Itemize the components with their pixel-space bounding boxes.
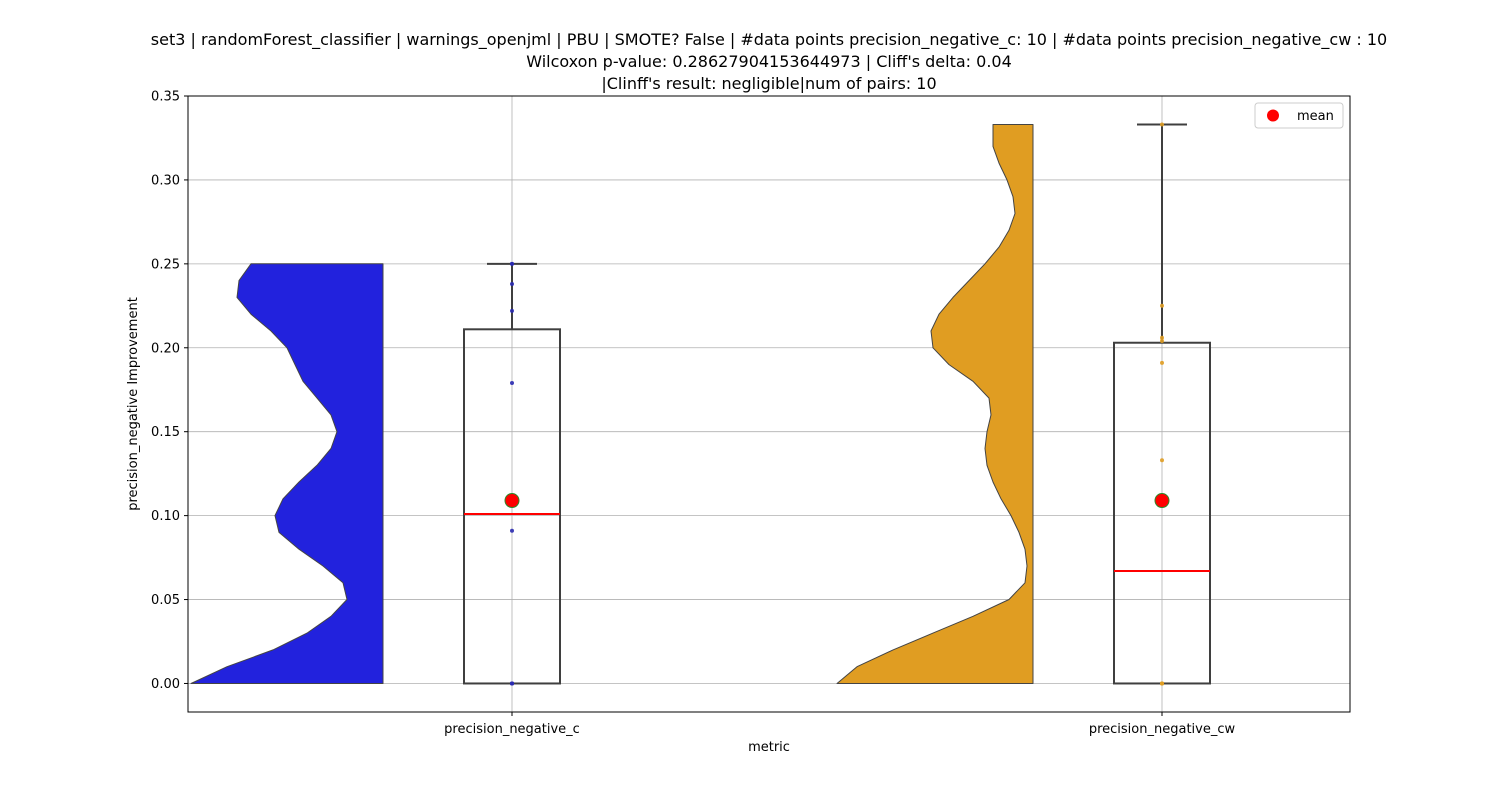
legend: mean [1254, 102, 1344, 129]
violin-layer [190, 124, 1034, 684]
chart-title-line-3: |Clinff's result: negligible|num of pair… [601, 74, 937, 93]
chart-title-line-1: set3 | randomForest_classifier | warning… [150, 30, 1388, 49]
x-tick-label: precision_negative_cw [1089, 722, 1236, 737]
data-point [510, 528, 514, 533]
legend-mean-label: mean [1297, 109, 1334, 124]
x-tick-label: precision_negative_c [444, 722, 580, 737]
axis-layer: 0.00 0.05 0.10 0.15 0.20 0.25 0.30 0.35 precisio… [151, 90, 1235, 738]
data-point [1160, 122, 1164, 127]
violin-precision_negative_cw [836, 124, 1034, 684]
data-point [510, 381, 514, 386]
data-point [1160, 681, 1164, 686]
data-point [1160, 339, 1164, 344]
plot-frame [187, 95, 1351, 713]
data-point [1160, 458, 1164, 463]
data-point [510, 281, 514, 286]
mean-marker [504, 493, 520, 509]
data-point [1160, 303, 1164, 308]
legend-box [1254, 102, 1344, 129]
y-tick-label: 0.00 [151, 677, 180, 692]
y-tick-label: 0.35 [151, 90, 180, 105]
data-point [510, 681, 514, 686]
y-tick-label: 0.05 [151, 593, 180, 608]
mean-marker [1154, 493, 1170, 509]
y-tick-label: 0.30 [151, 173, 180, 188]
y-tick-label: 0.15 [151, 425, 180, 440]
y-tick-label: 0.20 [151, 341, 180, 356]
data-point [510, 308, 514, 313]
data-point [1160, 335, 1164, 340]
legend-mean-marker [1267, 109, 1279, 122]
y-axis-label: precision_negative Improvement [126, 297, 141, 511]
y-tick-label: 0.25 [151, 257, 180, 272]
y-tick-label: 0.10 [151, 509, 180, 524]
data-point [510, 261, 514, 266]
chart-title-line-2: Wilcoxon p-value: 0.28627904153644973 | … [526, 52, 1012, 71]
box-layer [463, 122, 1211, 686]
x-axis-label: metric [748, 740, 790, 755]
violin-precision_negative_c [190, 263, 384, 684]
data-point [1160, 360, 1164, 365]
